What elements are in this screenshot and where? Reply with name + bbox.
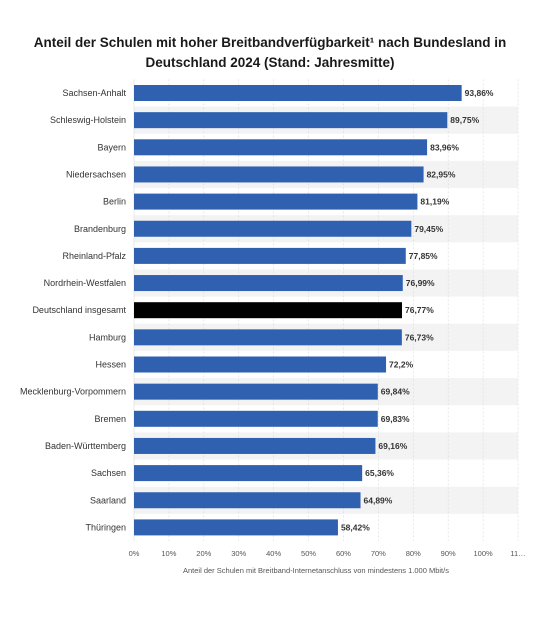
- category-label: Schleswig-Holstein: [50, 115, 126, 125]
- tick-label: 0%: [129, 549, 140, 558]
- value-label: 82,95%: [427, 169, 456, 179]
- tick-label: 90%: [441, 549, 456, 558]
- category-label: Berlin: [103, 197, 126, 207]
- bar[interactable]: [134, 329, 402, 346]
- category-label: Baden-Württemberg: [45, 441, 126, 451]
- category-label: Niedersachsen: [66, 169, 126, 179]
- bar[interactable]: [134, 139, 428, 156]
- value-label: 69,16%: [378, 441, 407, 451]
- bar[interactable]: [134, 356, 387, 373]
- category-label: Deutschland insgesamt: [32, 305, 126, 315]
- tick-label: 11…: [510, 549, 525, 558]
- tick-label: 20%: [196, 549, 211, 558]
- value-label: 69,83%: [381, 414, 410, 424]
- tick-label: 50%: [301, 549, 316, 558]
- tick-label: 40%: [266, 549, 281, 558]
- category-label: Bremen: [94, 414, 126, 424]
- value-label: 76,99%: [406, 278, 435, 288]
- tick-label: 80%: [406, 549, 421, 558]
- bar[interactable]: [134, 112, 448, 129]
- category-label: Mecklenburg-Vorpommern: [20, 387, 126, 397]
- tick-label: 70%: [371, 549, 386, 558]
- value-label: 93,86%: [465, 88, 494, 98]
- bar[interactable]: [134, 465, 363, 482]
- category-label: Sachsen: [91, 468, 126, 478]
- bar[interactable]: [134, 302, 402, 319]
- bar[interactable]: [134, 193, 418, 210]
- value-label: 79,45%: [414, 224, 443, 234]
- value-label: 76,73%: [405, 332, 434, 342]
- bar[interactable]: [134, 166, 424, 183]
- value-label: 89,75%: [450, 115, 479, 125]
- value-label: 77,85%: [409, 251, 438, 261]
- bar[interactable]: [134, 410, 378, 427]
- value-label: 72,2%: [389, 360, 414, 370]
- value-label: 64,89%: [364, 495, 393, 505]
- chart-title: Anteil der Schulen mit hoher Breitbandve…: [33, 35, 507, 70]
- category-label: Hamburg: [89, 332, 126, 342]
- category-label: Hessen: [95, 360, 126, 370]
- tick-label: 60%: [336, 549, 351, 558]
- bar[interactable]: [134, 247, 406, 264]
- value-label: 65,36%: [365, 468, 394, 478]
- tick-label: 10%: [161, 549, 176, 558]
- bar[interactable]: [134, 519, 338, 536]
- bar[interactable]: [134, 492, 361, 509]
- tick-label: 100%: [473, 549, 493, 558]
- bar[interactable]: [134, 383, 378, 400]
- tick-label: 30%: [231, 549, 246, 558]
- bar[interactable]: [134, 85, 462, 101]
- category-label: Bayern: [97, 142, 126, 152]
- bar[interactable]: [134, 437, 376, 454]
- value-label: 83,96%: [430, 142, 459, 152]
- category-label: Sachsen-Anhalt: [62, 88, 126, 98]
- value-label: 69,84%: [381, 387, 410, 397]
- value-label: 58,42%: [341, 522, 370, 532]
- value-label: 81,19%: [420, 197, 449, 207]
- category-label: Nordrhein-Westfalen: [44, 278, 126, 288]
- category-label: Rheinland-Pfalz: [62, 251, 126, 261]
- category-label: Saarland: [90, 495, 126, 505]
- x-axis-label: Anteil der Schulen mit Breitband-Interne…: [183, 566, 449, 575]
- category-label: Brandenburg: [74, 224, 126, 234]
- value-label: 76,77%: [405, 305, 434, 315]
- bar[interactable]: [134, 275, 403, 292]
- bar[interactable]: [134, 220, 412, 237]
- category-label: Thüringen: [85, 522, 126, 532]
